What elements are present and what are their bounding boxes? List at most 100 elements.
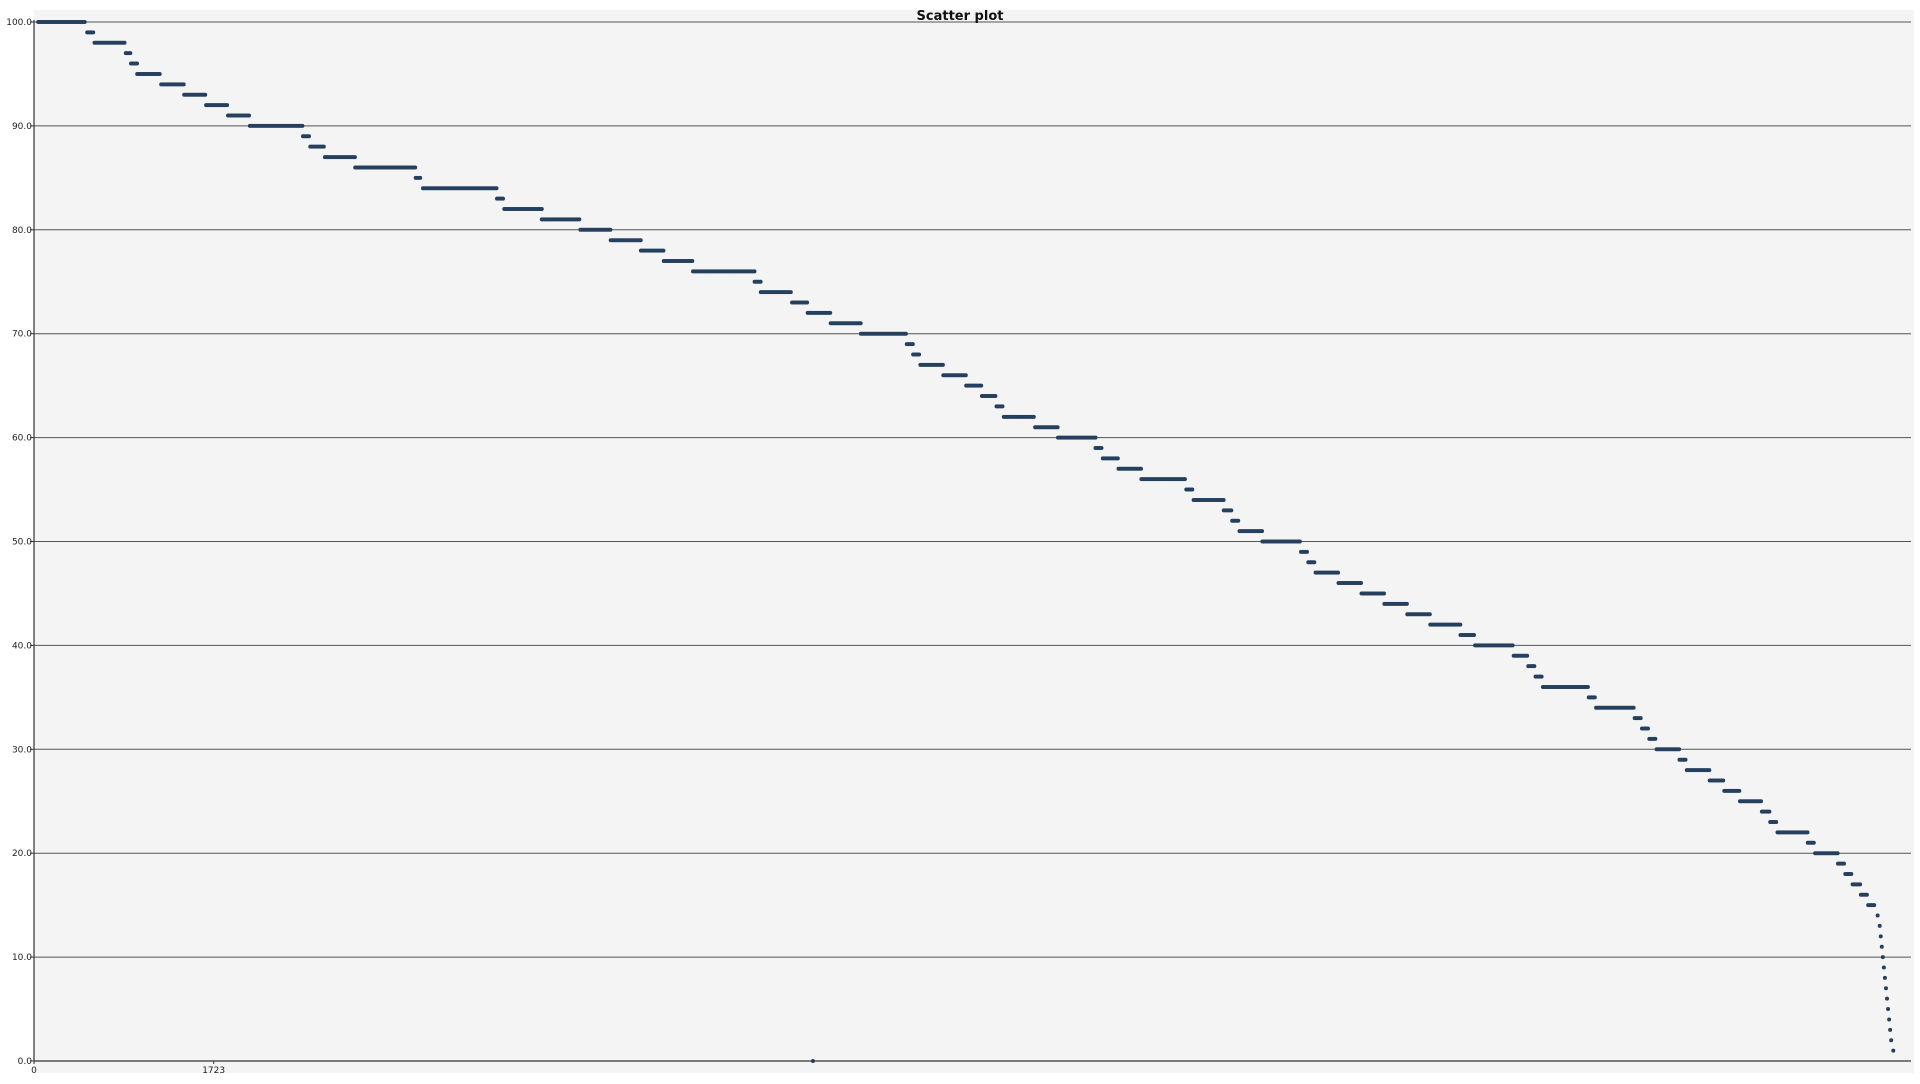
- data-point: [917, 352, 922, 357]
- data-point: [1872, 903, 1877, 908]
- data-point: [661, 248, 666, 253]
- data-point: [1887, 1017, 1892, 1022]
- data-point: [1359, 581, 1363, 586]
- data-point: [1737, 788, 1742, 793]
- data-point: [1525, 653, 1530, 658]
- data-point: [1774, 820, 1779, 825]
- data-point: [1767, 809, 1772, 814]
- data-point: [1221, 497, 1226, 502]
- data-point: [1312, 560, 1317, 565]
- data-point: [494, 186, 499, 191]
- data-point: [1458, 622, 1463, 627]
- x-tick-label: 0: [31, 1066, 37, 1076]
- data-point: [418, 175, 423, 180]
- data-point: [805, 300, 810, 305]
- data-point: [1190, 487, 1195, 492]
- y-tick-label: 90.0: [12, 122, 32, 132]
- data-point: [1646, 726, 1650, 731]
- data-point: [1888, 1027, 1893, 1032]
- data-point: [940, 362, 945, 367]
- data-point: [1297, 539, 1302, 544]
- data-point: [321, 144, 326, 149]
- data-point: [1532, 664, 1537, 669]
- data-point: [1631, 705, 1636, 710]
- data-point: [135, 61, 139, 66]
- data-point: [1031, 414, 1036, 419]
- data-point: [1638, 716, 1643, 721]
- data-point: [539, 207, 544, 212]
- axes: [30, 20, 1911, 1064]
- data-point: [1880, 955, 1885, 960]
- data-point: [1883, 986, 1888, 991]
- data-point: [1404, 601, 1409, 606]
- data-point: [91, 30, 96, 35]
- y-tick-label: 50.0: [12, 538, 32, 548]
- data-point: [247, 113, 251, 118]
- data-point: [1879, 944, 1884, 949]
- data-point: [1229, 508, 1234, 513]
- data-point: [1677, 747, 1682, 752]
- data-point: [1759, 799, 1763, 804]
- data-point: [1683, 757, 1688, 762]
- data-point: [1585, 684, 1590, 689]
- data-point: [1878, 934, 1883, 939]
- data-point: [352, 155, 357, 160]
- data-point: [1881, 965, 1886, 970]
- y-tick-label: 20.0: [12, 849, 32, 859]
- data-point: [1427, 612, 1432, 617]
- data-point: [1182, 477, 1187, 482]
- data-point: [810, 1059, 815, 1063]
- data-point: [1875, 913, 1880, 918]
- data-point: [608, 227, 613, 232]
- data-point: [910, 342, 915, 347]
- data-point: [788, 290, 793, 295]
- data-point: [993, 394, 998, 399]
- data-point: [1811, 840, 1816, 845]
- data-point: [203, 92, 208, 97]
- data-point: [758, 279, 763, 284]
- data-point: [1889, 1038, 1894, 1043]
- data-point: [181, 82, 186, 87]
- y-tick-label: 80.0: [12, 226, 32, 236]
- y-tick-label: 40.0: [12, 641, 32, 651]
- data-point: [1882, 975, 1887, 980]
- data-point: [752, 269, 757, 274]
- data-point: [300, 123, 305, 128]
- data-point: [577, 217, 582, 222]
- data-point: [1842, 861, 1846, 866]
- data-point: [690, 258, 695, 263]
- data-point: [1115, 456, 1120, 461]
- data-point: [1510, 643, 1515, 648]
- x-tick-label: 1723: [202, 1066, 225, 1076]
- data-point: [963, 373, 968, 378]
- data-point: [1539, 674, 1544, 679]
- gridlines: [34, 21, 1911, 1062]
- data-point: [1139, 466, 1143, 471]
- data-point: [225, 103, 230, 108]
- data-point: [1835, 851, 1840, 856]
- data-point: [1805, 830, 1810, 835]
- data-point: [1891, 1048, 1896, 1053]
- data-point: [1858, 882, 1863, 887]
- data-point: [638, 238, 643, 243]
- data-point: [1886, 1007, 1891, 1012]
- y-tick-label: 10.0: [12, 953, 32, 963]
- data-point: [1099, 445, 1104, 450]
- data-point: [1055, 425, 1060, 430]
- y-tick-label: 70.0: [12, 330, 32, 340]
- y-tick-label: 0.0: [18, 1057, 33, 1067]
- data-point: [122, 40, 127, 45]
- data-point: [501, 196, 505, 201]
- data-point: [1707, 768, 1712, 773]
- data-point: [1260, 529, 1264, 534]
- data-point: [157, 71, 162, 76]
- y-tick-label: 60.0: [12, 434, 32, 444]
- data-point: [1721, 778, 1726, 783]
- data-point: [413, 165, 418, 170]
- data-point: [979, 383, 984, 388]
- data-point: [1592, 695, 1597, 700]
- data-point: [1472, 633, 1476, 638]
- data-points: [36, 20, 1896, 1063]
- data-point: [903, 331, 908, 336]
